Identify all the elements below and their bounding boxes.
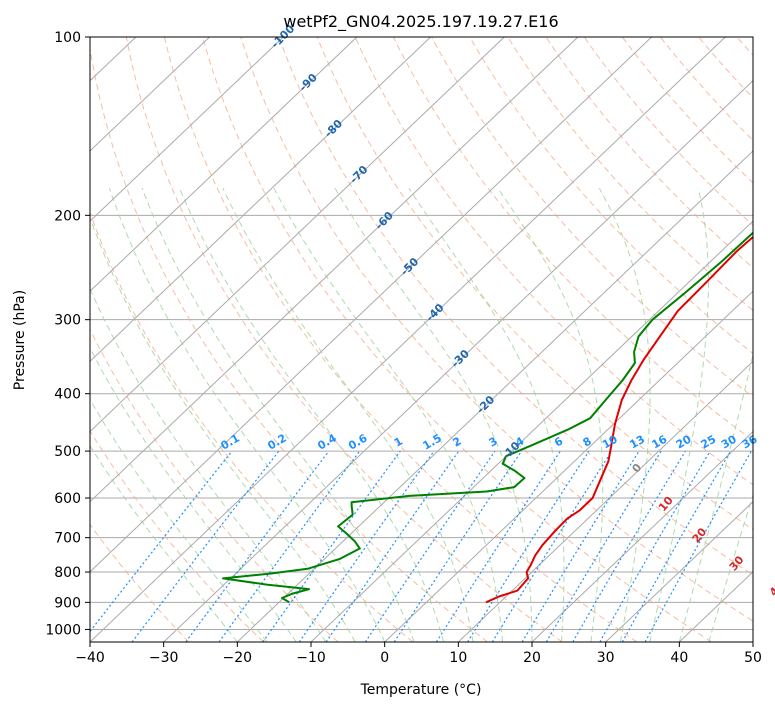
x-tick-label: −10 <box>296 650 326 666</box>
x-tick-label: 10 <box>449 650 467 666</box>
y-tick-label: 200 <box>54 208 81 224</box>
x-tick-label: 30 <box>597 650 615 666</box>
y-tick-label: 300 <box>54 313 81 329</box>
x-tick-label: −30 <box>149 650 179 666</box>
y-tick-label: 500 <box>54 444 81 460</box>
y-tick-label: 600 <box>54 491 81 507</box>
x-tick-label: −40 <box>75 650 105 666</box>
y-tick-label: 900 <box>54 595 81 611</box>
x-tick-label: −20 <box>223 650 253 666</box>
y-tick-label: 800 <box>54 565 81 581</box>
x-axis-label: Temperature (°C) <box>360 682 482 698</box>
x-tick-label: 20 <box>523 650 541 666</box>
y-axis-label: Pressure (hPa) <box>12 290 28 390</box>
x-tick-label: 50 <box>744 650 762 666</box>
y-tick-label: 400 <box>54 387 81 403</box>
x-tick-label: 0 <box>380 650 389 666</box>
y-tick-label: 1000 <box>45 622 81 638</box>
chart-title: wetPf2_GN04.2025.197.19.27.E16 <box>283 12 558 32</box>
y-tick-label: 100 <box>54 30 81 46</box>
y-tick-label: 700 <box>54 531 81 547</box>
x-tick-label: 40 <box>670 650 688 666</box>
